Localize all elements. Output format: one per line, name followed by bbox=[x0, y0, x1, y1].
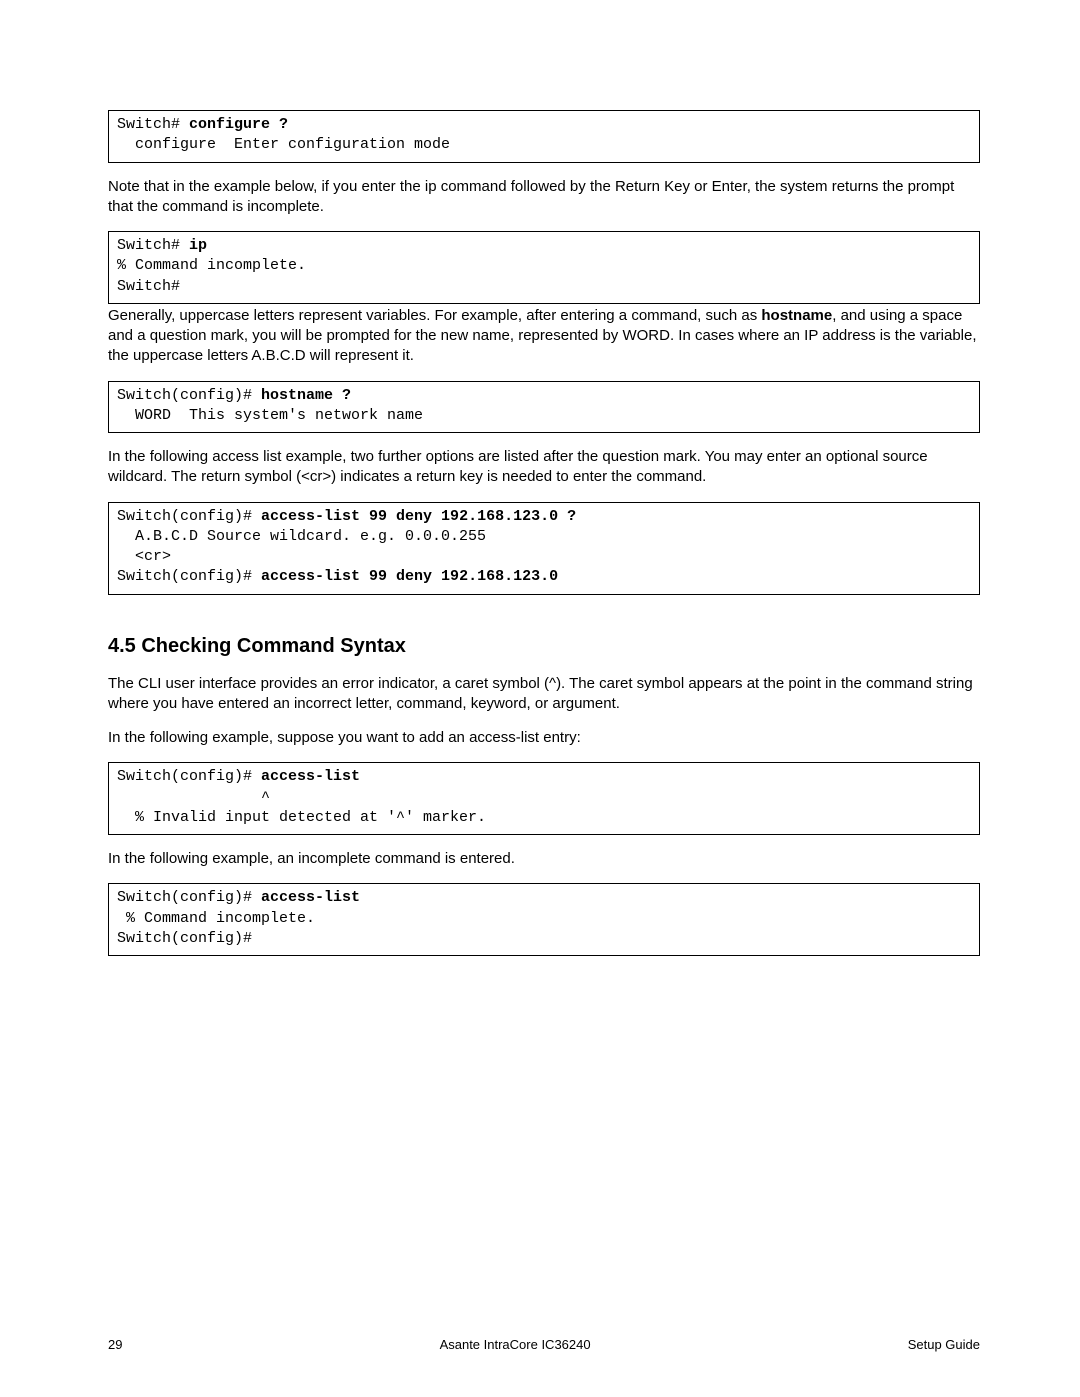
code-line: Switch# bbox=[117, 278, 180, 295]
code-line: Switch(config)# bbox=[117, 568, 261, 585]
footer-doc-type: Setup Guide bbox=[908, 1337, 980, 1352]
code-line: Switch(config)# bbox=[117, 768, 261, 785]
paragraph: In the following access list example, tw… bbox=[108, 447, 980, 488]
footer-page-number: 29 bbox=[108, 1337, 122, 1352]
code-line: % Command incomplete. bbox=[117, 257, 306, 274]
code-line: ^ bbox=[117, 789, 270, 806]
paragraph: Note that in the example below, if you e… bbox=[108, 177, 980, 218]
code-line: Switch(config)# bbox=[117, 889, 261, 906]
code-block-invalid-input: Switch(config)# access-list ^ % Invalid … bbox=[108, 762, 980, 835]
paragraph: Generally, uppercase letters represent v… bbox=[108, 306, 980, 367]
code-block-configure: Switch# configure ? configure Enter conf… bbox=[108, 110, 980, 163]
code-line-bold: access-list bbox=[261, 889, 360, 906]
paragraph-bold: hostname bbox=[761, 307, 832, 324]
code-line-bold: hostname ? bbox=[261, 387, 351, 404]
paragraph: In the following example, an incomplete … bbox=[108, 849, 980, 869]
code-line-bold: ip bbox=[189, 237, 207, 254]
code-line: WORD This system's network name bbox=[117, 407, 423, 424]
code-line-bold: access-list 99 deny 192.168.123.0 bbox=[261, 568, 558, 585]
code-block-incomplete: Switch(config)# access-list % Command in… bbox=[108, 883, 980, 956]
code-line-bold: access-list bbox=[261, 768, 360, 785]
code-line: <cr> bbox=[117, 548, 171, 565]
code-line: Switch# bbox=[117, 116, 189, 133]
code-line-bold: access-list 99 deny 192.168.123.0 ? bbox=[261, 508, 576, 525]
code-line: Switch(config)# bbox=[117, 387, 261, 404]
code-line: configure Enter configuration mode bbox=[117, 136, 450, 153]
paragraph: In the following example, suppose you wa… bbox=[108, 728, 980, 748]
page-footer: 29 Asante IntraCore IC36240 Setup Guide bbox=[108, 1337, 980, 1352]
code-line: A.B.C.D Source wildcard. e.g. 0.0.0.255 bbox=[117, 528, 486, 545]
document-page: Switch# configure ? configure Enter conf… bbox=[0, 0, 1080, 1397]
code-line: % Invalid input detected at '^' marker. bbox=[117, 809, 486, 826]
paragraph-text: Generally, uppercase letters represent v… bbox=[108, 307, 761, 324]
code-line: Switch(config)# bbox=[117, 930, 252, 947]
code-line: Switch# bbox=[117, 237, 189, 254]
code-block-hostname: Switch(config)# hostname ? WORD This sys… bbox=[108, 381, 980, 434]
code-line-bold: configure ? bbox=[189, 116, 288, 133]
code-line: Switch(config)# bbox=[117, 508, 261, 525]
section-heading: 4.5 Checking Command Syntax bbox=[108, 635, 980, 658]
footer-doc-title: Asante IntraCore IC36240 bbox=[440, 1337, 591, 1352]
code-block-ip: Switch# ip % Command incomplete. Switch# bbox=[108, 231, 980, 304]
code-line: % Command incomplete. bbox=[117, 910, 315, 927]
code-block-access-list-deny: Switch(config)# access-list 99 deny 192.… bbox=[108, 502, 980, 595]
paragraph: The CLI user interface provides an error… bbox=[108, 674, 980, 715]
